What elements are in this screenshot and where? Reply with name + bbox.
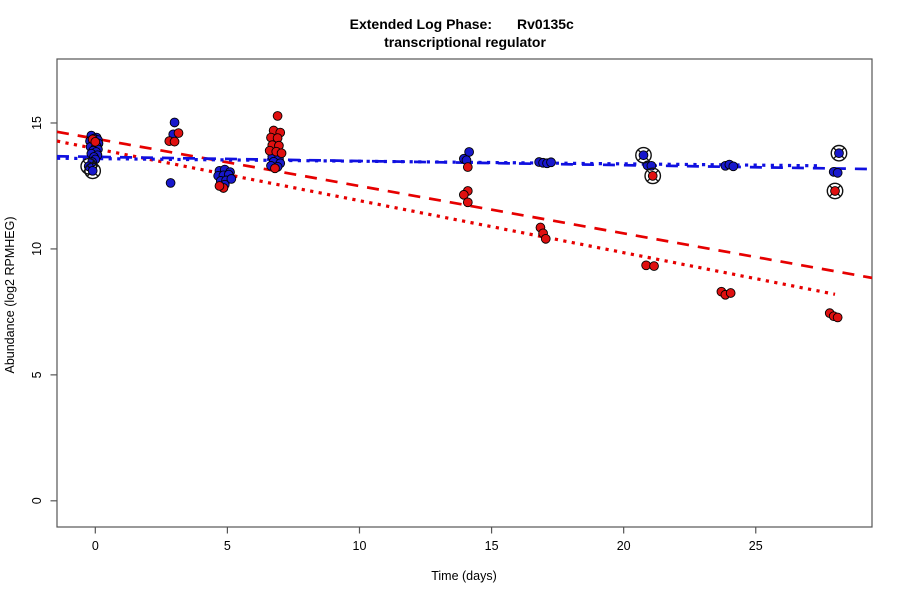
data-point-condition-red xyxy=(214,181,225,191)
plot-subtitle: transcriptional regulator xyxy=(384,34,546,50)
flag-ring xyxy=(826,182,844,200)
y-tick-label: 5 xyxy=(30,371,44,378)
data-point-condition-blue xyxy=(728,161,739,172)
flag-ring xyxy=(84,162,102,180)
flag-ring xyxy=(635,146,652,164)
trend-line-blue-dotted-fit xyxy=(56,156,822,168)
y-axis-label: Abundance (log2 RPMHEG) xyxy=(3,216,17,373)
x-tick-label: 0 xyxy=(92,539,99,553)
plot-title-gene: Rv0135c xyxy=(517,16,574,32)
data-point-condition-red xyxy=(173,128,184,138)
flagged-data-point xyxy=(830,186,840,196)
data-point-condition-blue xyxy=(165,178,176,188)
x-tick-label: 15 xyxy=(485,539,499,553)
flagged-data-point xyxy=(638,150,649,161)
y-tick-label: 15 xyxy=(30,116,44,130)
flag-ring xyxy=(644,167,662,185)
data-point-condition-blue xyxy=(169,117,180,128)
flag-ring xyxy=(830,144,848,162)
data-point-condition-red xyxy=(169,136,180,147)
data-point-condition-red xyxy=(725,288,736,298)
data-point-condition-red xyxy=(832,312,843,323)
data-point-condition-red xyxy=(458,189,469,200)
data-point-condition-red xyxy=(270,163,280,174)
trend-line-red-dashed-fit xyxy=(56,130,873,280)
data-point-condition-blue xyxy=(226,174,237,184)
data-point-condition-red xyxy=(462,162,473,172)
y-tick-label: 10 xyxy=(30,242,44,256)
x-tick-label: 25 xyxy=(749,539,763,553)
data-points xyxy=(85,111,843,323)
axes: 0 5 10 15 20 25 0 5 10 15 xyxy=(30,58,873,553)
flagged-outlier-points xyxy=(80,144,848,200)
data-point-condition-red xyxy=(649,261,659,271)
x-tick-label: 20 xyxy=(617,539,631,553)
x-tick-label: 5 xyxy=(224,539,231,553)
flagged-data-point xyxy=(87,165,98,176)
plot-title: Extended Log Phase: xyxy=(350,16,492,32)
y-tick-label: 0 xyxy=(30,497,44,504)
trend-line-red-dotted-fit xyxy=(56,139,836,296)
data-point-condition-red xyxy=(462,197,473,208)
flagged-data-point xyxy=(647,171,658,181)
x-axis-label: Time (days) xyxy=(431,569,497,583)
data-point-condition-blue xyxy=(546,157,556,168)
data-point-condition-red xyxy=(276,148,287,159)
data-point-condition-red xyxy=(90,137,101,147)
x-tick-label: 10 xyxy=(353,539,367,553)
data-point-condition-blue xyxy=(832,168,843,178)
plot-border-box xyxy=(56,58,873,528)
data-point-condition-red xyxy=(540,233,551,244)
data-point-condition-red xyxy=(641,260,651,271)
flagged-data-point xyxy=(834,148,844,159)
data-point-condition-red xyxy=(272,111,283,121)
